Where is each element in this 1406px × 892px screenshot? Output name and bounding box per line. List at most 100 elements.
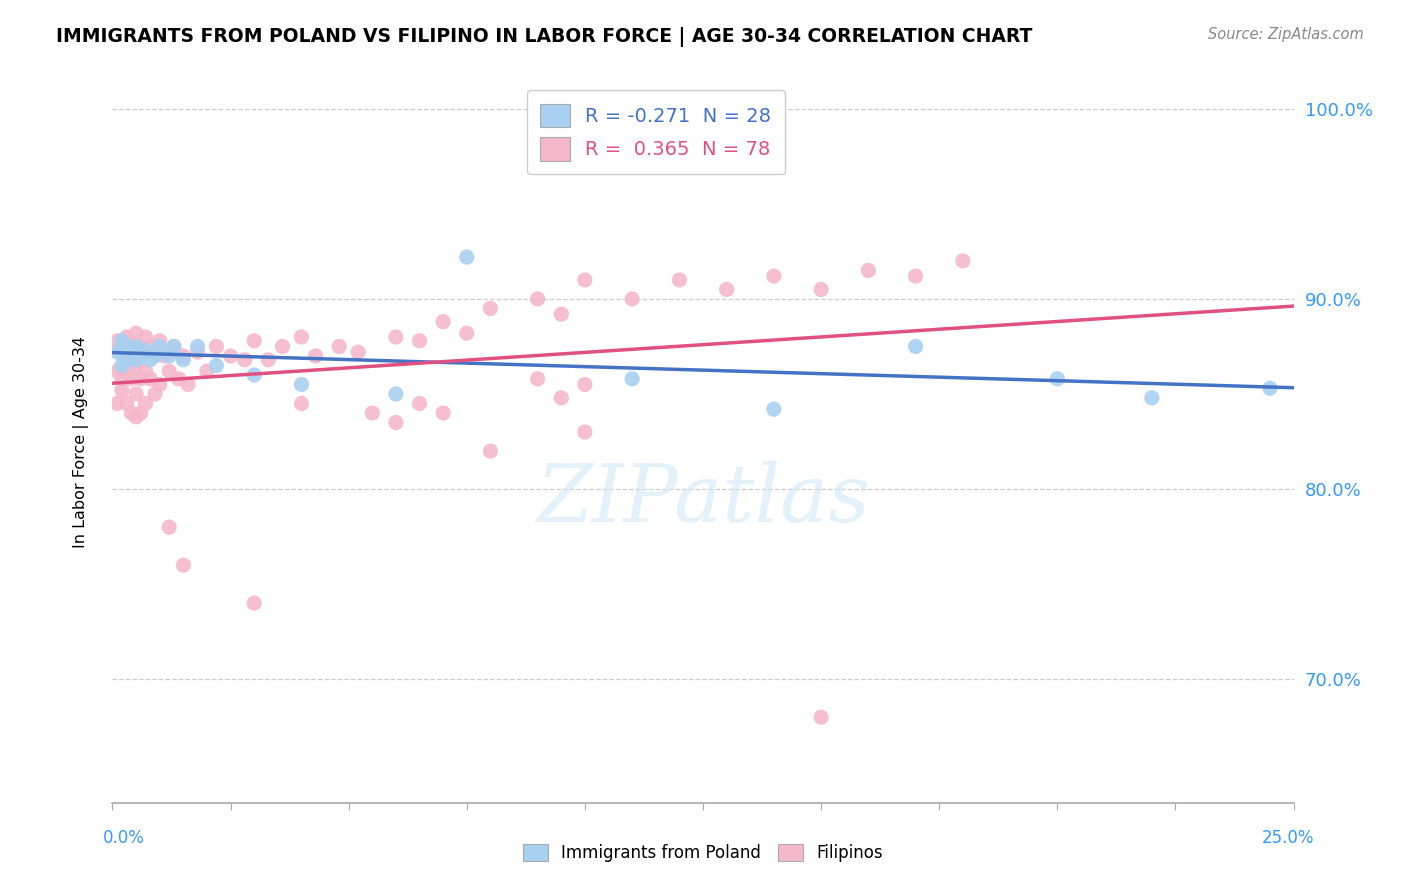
- Point: [120, 406, 142, 420]
- Point: [120, 372, 142, 386]
- Point: [762, 402, 785, 417]
- Point: [105, 334, 128, 348]
- Point: [149, 334, 172, 348]
- Point: [257, 352, 280, 367]
- Point: [172, 558, 194, 573]
- Point: [243, 368, 266, 382]
- Point: [125, 387, 148, 401]
- Point: [135, 343, 157, 358]
- Point: [328, 339, 350, 353]
- Point: [125, 339, 148, 353]
- Point: [1258, 381, 1281, 395]
- Point: [149, 377, 172, 392]
- Point: [120, 339, 142, 353]
- Point: [668, 273, 690, 287]
- Point: [105, 345, 128, 359]
- Point: [233, 352, 256, 367]
- Point: [157, 520, 180, 534]
- Point: [111, 334, 134, 348]
- Point: [115, 352, 138, 367]
- Point: [271, 339, 294, 353]
- Y-axis label: In Labor Force | Age 30-34: In Labor Force | Age 30-34: [73, 335, 89, 548]
- Point: [135, 364, 157, 378]
- Point: [195, 364, 218, 378]
- Point: [810, 282, 832, 296]
- Point: [111, 339, 134, 353]
- Point: [205, 339, 228, 353]
- Point: [621, 292, 644, 306]
- Legend: Immigrants from Poland, Filipinos: Immigrants from Poland, Filipinos: [515, 836, 891, 871]
- Point: [385, 330, 408, 344]
- Point: [139, 372, 162, 386]
- Point: [105, 364, 128, 378]
- Point: [574, 273, 596, 287]
- Point: [550, 391, 572, 405]
- Text: 25.0%: 25.0%: [1263, 829, 1315, 847]
- Point: [762, 269, 785, 284]
- Point: [120, 343, 142, 358]
- Point: [904, 269, 927, 284]
- Point: [163, 339, 186, 353]
- Point: [115, 396, 138, 410]
- Point: [290, 396, 312, 410]
- Point: [1140, 391, 1163, 405]
- Point: [243, 596, 266, 610]
- Point: [574, 425, 596, 439]
- Point: [904, 339, 927, 353]
- Point: [456, 326, 478, 340]
- Point: [111, 345, 134, 359]
- Point: [125, 359, 148, 373]
- Point: [205, 359, 228, 373]
- Point: [385, 387, 408, 401]
- Point: [115, 364, 138, 378]
- Point: [149, 339, 172, 353]
- Point: [153, 349, 176, 363]
- Text: IMMIGRANTS FROM POLAND VS FILIPINO IN LABOR FORCE | AGE 30-34 CORRELATION CHART: IMMIGRANTS FROM POLAND VS FILIPINO IN LA…: [56, 27, 1032, 46]
- Point: [385, 416, 408, 430]
- Point: [858, 263, 880, 277]
- Point: [479, 444, 502, 458]
- Point: [129, 349, 152, 363]
- Point: [163, 339, 186, 353]
- Point: [408, 334, 430, 348]
- Point: [456, 250, 478, 264]
- Point: [129, 372, 152, 386]
- Point: [177, 377, 200, 392]
- Point: [574, 377, 596, 392]
- Point: [105, 396, 128, 410]
- Point: [157, 364, 180, 378]
- Point: [172, 352, 194, 367]
- Text: ZIPatlas: ZIPatlas: [536, 460, 870, 538]
- Point: [290, 377, 312, 392]
- Point: [186, 339, 208, 353]
- Point: [139, 352, 162, 367]
- Point: [219, 349, 242, 363]
- Point: [135, 396, 157, 410]
- Point: [143, 349, 166, 363]
- Point: [167, 372, 190, 386]
- Point: [129, 406, 152, 420]
- Point: [135, 330, 157, 344]
- Point: [111, 372, 134, 386]
- Point: [143, 345, 166, 359]
- Point: [157, 349, 180, 363]
- Point: [408, 396, 430, 410]
- Point: [526, 372, 548, 386]
- Point: [716, 282, 738, 296]
- Point: [125, 352, 148, 367]
- Point: [952, 253, 974, 268]
- Point: [186, 345, 208, 359]
- Point: [172, 349, 194, 363]
- Point: [125, 409, 148, 424]
- Point: [243, 334, 266, 348]
- Text: Source: ZipAtlas.com: Source: ZipAtlas.com: [1208, 27, 1364, 42]
- Point: [125, 326, 148, 340]
- Point: [111, 383, 134, 397]
- Point: [143, 387, 166, 401]
- Point: [550, 307, 572, 321]
- Point: [479, 301, 502, 316]
- Point: [129, 339, 152, 353]
- Text: 0.0%: 0.0%: [103, 829, 145, 847]
- Point: [432, 406, 454, 420]
- Point: [347, 345, 370, 359]
